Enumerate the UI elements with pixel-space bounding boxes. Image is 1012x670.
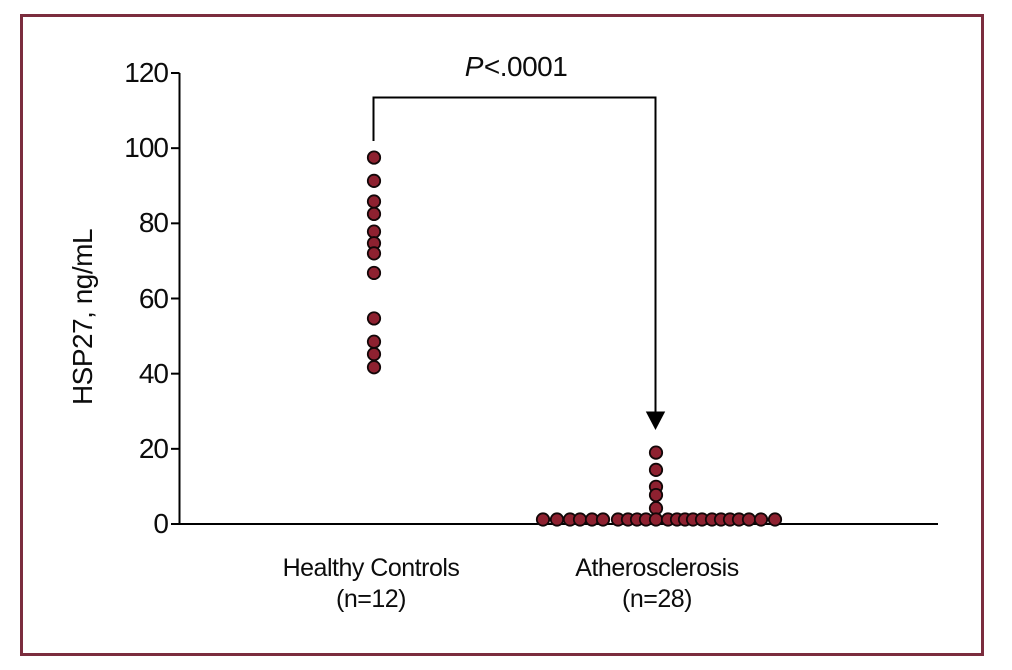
p-value-text: <.0001 bbox=[483, 51, 568, 82]
group-n: (n=28) bbox=[622, 585, 692, 613]
data-point bbox=[366, 246, 382, 261]
data-point bbox=[366, 360, 382, 375]
data-point bbox=[648, 462, 664, 477]
y-tick-label: 0 bbox=[153, 508, 169, 539]
figure-border bbox=[20, 14, 984, 656]
y-tick-label: 20 bbox=[138, 432, 169, 464]
group-n: (n=12) bbox=[336, 585, 406, 613]
data-point bbox=[366, 173, 382, 188]
group-name: Atherosclerosis bbox=[575, 554, 739, 582]
data-point bbox=[767, 512, 783, 527]
y-tick-label: 120 bbox=[124, 57, 169, 88]
group-name: Healthy Controls bbox=[282, 554, 460, 582]
data-point bbox=[595, 512, 611, 527]
y-tick-label: 100 bbox=[124, 132, 169, 164]
comparison-bracket bbox=[372, 96, 657, 413]
p-symbol: P bbox=[464, 51, 484, 82]
data-point bbox=[366, 311, 382, 326]
data-point bbox=[366, 206, 382, 222]
data-point bbox=[648, 445, 664, 460]
significance-annotation: P<.0001 bbox=[465, 51, 568, 83]
y-tick-label: 60 bbox=[138, 282, 169, 314]
data-point bbox=[535, 512, 551, 527]
arrowhead-icon bbox=[645, 411, 666, 430]
data-point bbox=[753, 512, 769, 527]
data-point bbox=[366, 150, 382, 165]
data-point bbox=[366, 265, 382, 281]
group-label-healthy-controls: Healthy Controls (n=12) bbox=[283, 553, 460, 615]
y-tick-label: 40 bbox=[138, 357, 169, 389]
y-tick-label: 80 bbox=[138, 207, 169, 239]
group-label-atherosclerosis: Atherosclerosis (n=28) bbox=[575, 553, 739, 615]
